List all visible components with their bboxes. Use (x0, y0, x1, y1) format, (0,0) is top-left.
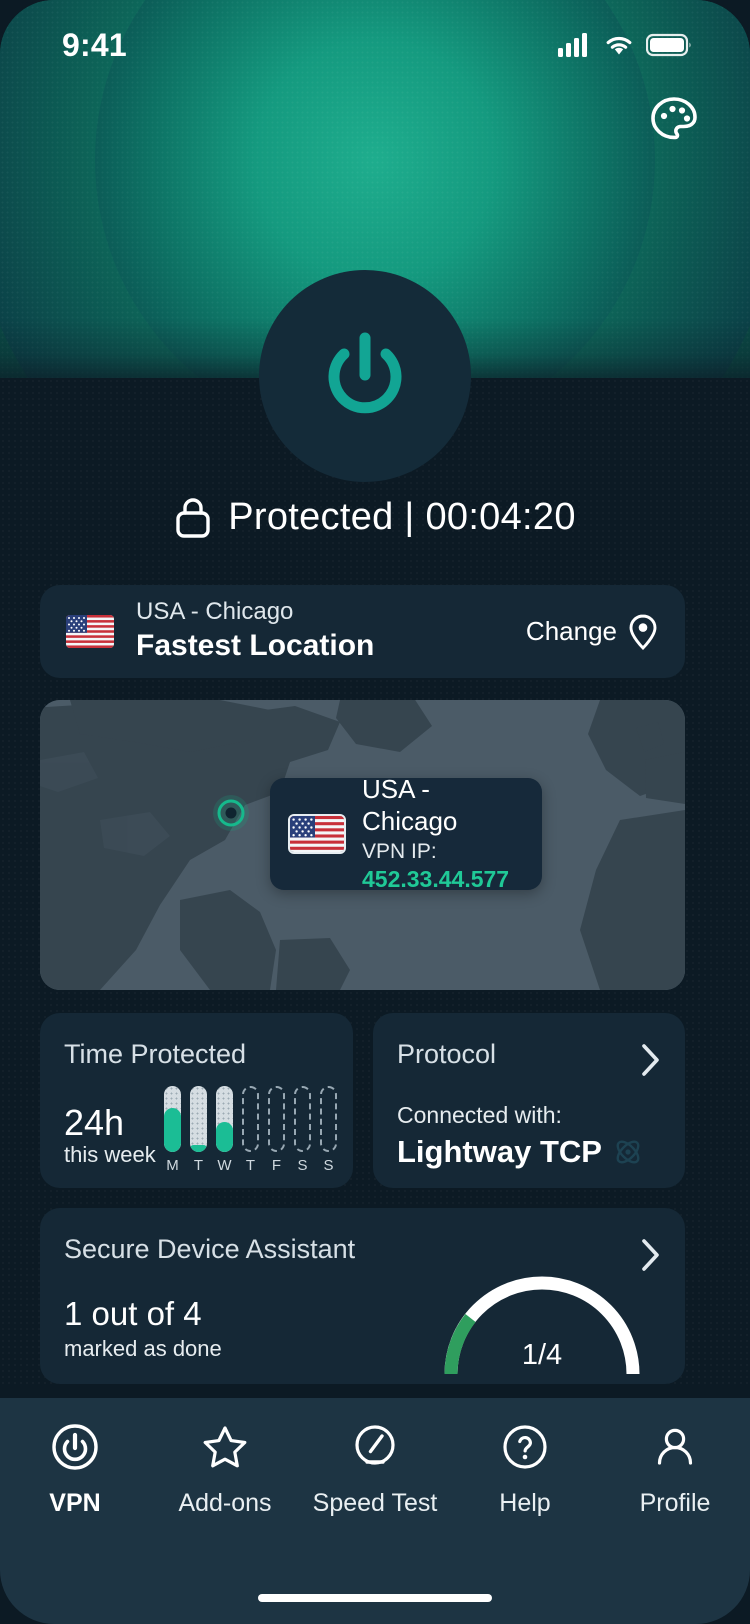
time-protected-head: Time Protected (64, 1039, 329, 1070)
tab-label: Profile (639, 1489, 711, 1517)
day-label: S (323, 1157, 334, 1174)
weekly-bar (268, 1086, 285, 1152)
status-bar-icons (558, 33, 692, 57)
world-map-graphic (40, 700, 685, 990)
tab-speed-test[interactable]: Speed Test (300, 1424, 450, 1518)
gauge-label: 1/4 (521, 1339, 563, 1371)
status-bar-time: 9:41 (62, 26, 127, 63)
tab-label: Help (499, 1489, 551, 1517)
wifi-icon (606, 36, 632, 55)
weekly-bar (164, 1086, 181, 1152)
cellular-signal-icon (558, 33, 587, 57)
bar-fill (164, 1108, 181, 1152)
map-card[interactable] (40, 700, 685, 990)
assistant-progress-text: 1 out of 4 (64, 1295, 202, 1333)
lightway-atom-icon (616, 1140, 640, 1164)
protection-status: Protected | 00:04:20 (0, 495, 750, 539)
tab-vpn[interactable]: VPN (0, 1424, 150, 1518)
vpn-power-button[interactable] (259, 270, 471, 482)
assistant-head: Secure Device Assistant (64, 1234, 661, 1272)
weekly-bar (242, 1086, 259, 1152)
vpn-ip-popup: USA - Chicago VPN IP: 452.33.44.577 (270, 774, 542, 892)
weekly-bar (216, 1086, 233, 1152)
day-label: M (166, 1157, 179, 1174)
location-texts: USA - Chicago Fastest Location (136, 598, 526, 665)
location-title: Fastest Location (136, 629, 375, 663)
location-country-city: USA - Chicago (136, 598, 294, 626)
chevron-right-icon[interactable] (641, 1043, 661, 1077)
secure-device-assistant-card[interactable]: Secure Device Assistant 1 out of 4 marke… (40, 1208, 685, 1384)
change-location-label: Change (525, 616, 617, 646)
popup-ip-value: 452.33.44.577 (362, 866, 510, 893)
day-label: F (271, 1157, 282, 1174)
protocol-title: Protocol (397, 1039, 497, 1069)
day-label: T (193, 1157, 204, 1174)
change-location-button[interactable]: Change (526, 613, 659, 651)
location-dot-icon (211, 793, 251, 833)
weekly-bar (294, 1086, 311, 1152)
tab-label: Speed Test (312, 1489, 438, 1517)
location-card[interactable]: USA - Chicago Fastest Location Change (40, 585, 685, 678)
assistant-gauge: 1/4 (437, 1270, 647, 1378)
palette-icon (651, 97, 697, 140)
protocol-connected-label: Connected with: (397, 1101, 562, 1128)
vpn-ip-lines: USA - Chicago VPN IP: 452.33.44.577 (362, 773, 524, 895)
battery-icon (646, 33, 691, 57)
bar-texture (190, 1086, 207, 1152)
home-indicator (258, 1594, 492, 1602)
us-flag-icon (66, 615, 114, 648)
chevron-right-icon[interactable] (641, 1238, 661, 1272)
protocol-details: Connected with: Lightway TCP (397, 1100, 642, 1170)
day-label: W (217, 1157, 232, 1174)
assistant-title: Secure Device Assistant (64, 1234, 356, 1264)
popup-city: USA - Chicago (362, 773, 458, 837)
tab-label: Add-ons (178, 1489, 272, 1517)
status-bar: 9:41 (0, 0, 750, 90)
protection-status-text: Protected | 00:04:20 (228, 495, 576, 538)
protocol-card[interactable]: Protocol Connected with: Lightway TCP (373, 1013, 685, 1188)
power-icon (52, 1424, 98, 1475)
map-pin-icon (629, 614, 657, 650)
theme-button[interactable] (646, 92, 702, 148)
protocol-name-row: Lightway TCP (397, 1134, 642, 1170)
protocol-name: Lightway TCP (397, 1134, 602, 1169)
assistant-progress-sub: marked as done (64, 1336, 222, 1362)
protocol-head: Protocol (397, 1039, 661, 1077)
us-flag-icon (288, 814, 346, 854)
time-protected-value: 24h (64, 1101, 125, 1143)
time-protected-subtitle: this week (64, 1142, 156, 1168)
speedometer-icon (351, 1424, 399, 1475)
tab-label: VPN (49, 1489, 101, 1517)
bar-fill (190, 1145, 207, 1152)
assistant-progress-block: 1 out of 4 marked as done (64, 1295, 222, 1364)
question-circle-icon (502, 1424, 548, 1475)
time-protected-value-block: 24h this week (64, 1101, 156, 1170)
power-icon (328, 332, 402, 414)
weekly-bar (320, 1086, 337, 1152)
person-icon (652, 1424, 698, 1475)
gauge-arc (444, 1276, 640, 1375)
weekly-bar (190, 1086, 207, 1152)
popup-ip-label: VPN IP: (362, 839, 437, 863)
tab-profile[interactable]: Profile (600, 1424, 750, 1518)
lock-icon (176, 498, 210, 538)
bar-fill (216, 1121, 233, 1152)
star-icon (201, 1424, 249, 1475)
tab-add-ons[interactable]: Add-ons (150, 1424, 300, 1518)
weekly-bars (164, 1086, 337, 1152)
time-protected-title: Time Protected (64, 1039, 247, 1069)
tab-help[interactable]: Help (450, 1424, 600, 1518)
day-label: T (245, 1157, 256, 1174)
bottom-tab-bar: VPN Add-ons Speed Test Help Profile (0, 1398, 750, 1624)
day-label: S (297, 1157, 308, 1174)
